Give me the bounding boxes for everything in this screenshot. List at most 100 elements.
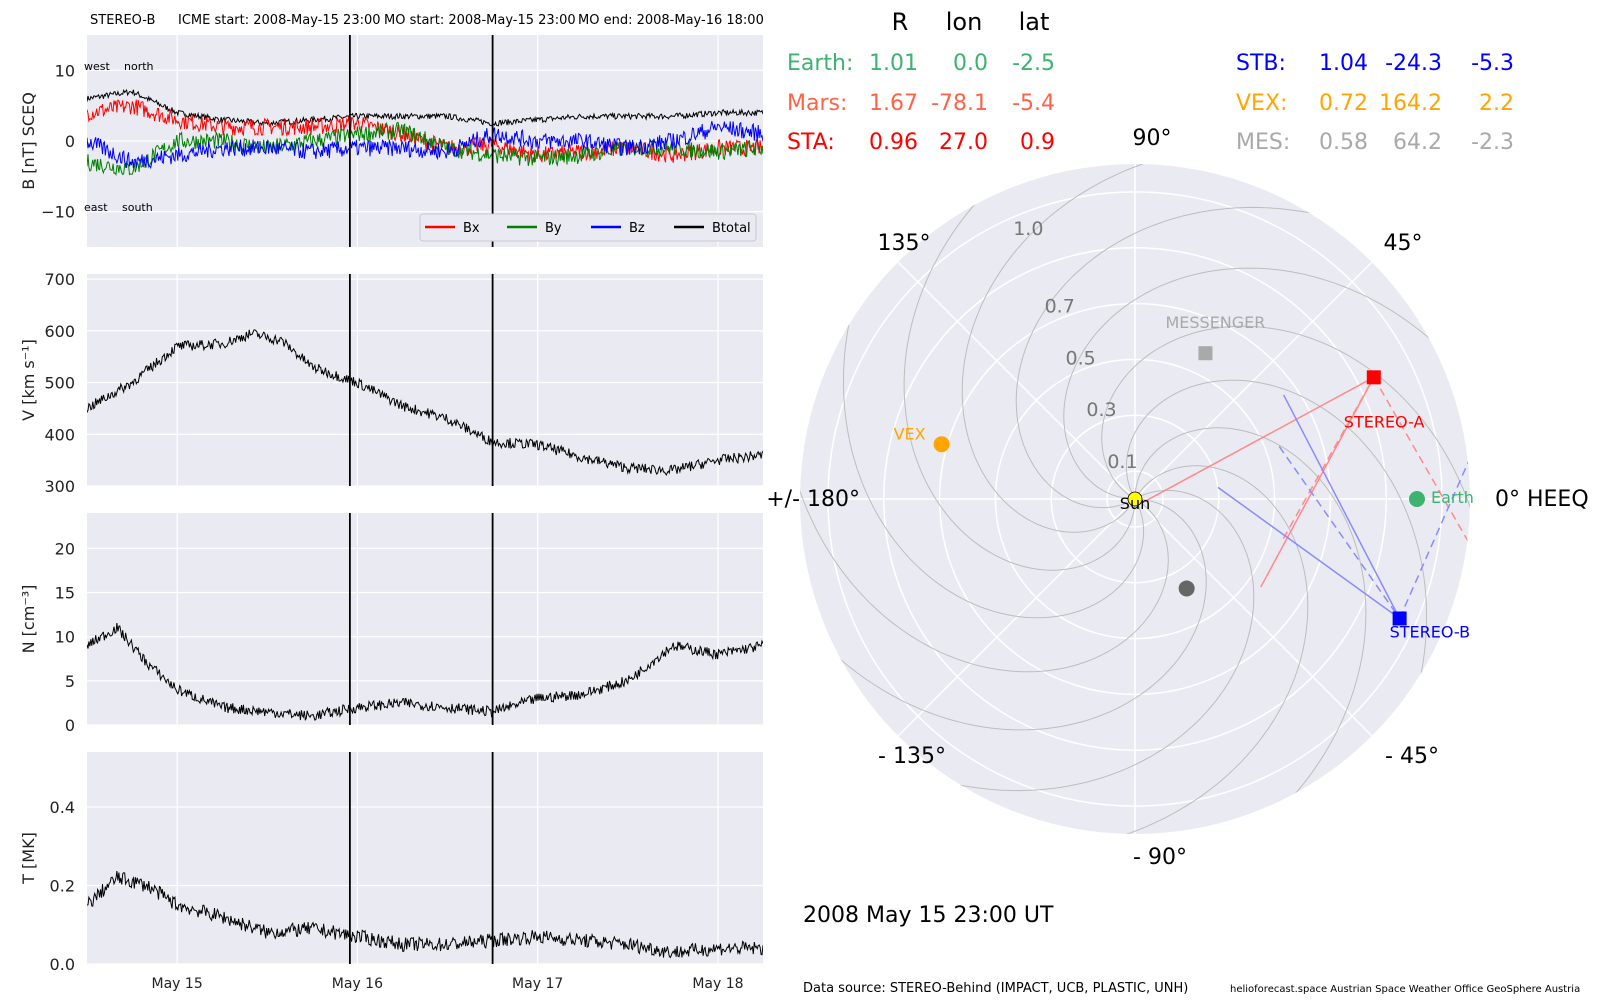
radial-tick-label: 0.1 bbox=[1107, 451, 1137, 473]
body-lon: -78.1 bbox=[931, 91, 988, 116]
cme-front-line bbox=[1398, 438, 1470, 619]
body-r: 1.67 bbox=[869, 91, 918, 116]
body-marker bbox=[1366, 370, 1381, 385]
timeseries-panels: 10 0 −10B [nT] SCEQ west north east south Bx By B… bbox=[19, 35, 763, 992]
parker-spiral bbox=[800, 465, 1309, 834]
table-header: lat bbox=[1019, 8, 1050, 36]
position-row: STA: 0.96 27.0 0.9 bbox=[787, 130, 1055, 155]
x-tick-label: May 16 bbox=[332, 976, 383, 992]
angle-label: - 135° bbox=[878, 744, 946, 769]
y-tick-label: 5 bbox=[65, 672, 75, 691]
body-label: VEX bbox=[894, 424, 926, 443]
y-axis-label: B [nT] SCEQ bbox=[19, 92, 38, 190]
radial-tick-label: 1.0 bbox=[1013, 218, 1043, 240]
y-tick-label: −10 bbox=[41, 203, 75, 222]
body-lat: -5.4 bbox=[1012, 91, 1055, 116]
radial-circle bbox=[1106, 470, 1164, 528]
panel-3: 20 15 10 5 0 N [cm⁻³] bbox=[19, 513, 763, 735]
angle-label: 135° bbox=[878, 231, 931, 256]
radial-gridline bbox=[897, 261, 1136, 500]
body-name: MES: bbox=[1236, 130, 1290, 155]
body-marker bbox=[1178, 580, 1195, 597]
parker-spiral bbox=[961, 164, 1470, 533]
series-line-data bbox=[87, 329, 763, 476]
angle-label: 90° bbox=[1133, 126, 1172, 151]
body-lat: -2.5 bbox=[1012, 51, 1055, 76]
parker-spiral bbox=[903, 164, 1284, 571]
table-header: R bbox=[892, 8, 909, 36]
annotation-north: north bbox=[124, 60, 154, 73]
body-label: STEREO-A bbox=[1344, 412, 1425, 431]
body-r: 0.58 bbox=[1319, 130, 1368, 155]
radial-tick-label: 0.7 bbox=[1045, 296, 1075, 318]
body-label: Earth bbox=[1431, 488, 1474, 507]
parker-spiral bbox=[800, 350, 1207, 731]
radial-tick-label: 0.5 bbox=[1066, 347, 1096, 369]
y-axis-label: N [cm⁻³] bbox=[19, 585, 38, 654]
body-marker bbox=[1178, 580, 1195, 597]
body-lat: -2.3 bbox=[1471, 130, 1514, 155]
annotation-east: east bbox=[84, 201, 108, 214]
body-r: 0.72 bbox=[1319, 91, 1368, 116]
body-lon: 0.0 bbox=[953, 51, 988, 76]
body-r: 0.96 bbox=[869, 130, 918, 155]
body-name: Mars: bbox=[787, 91, 847, 116]
body-stereo-a: STEREO-A bbox=[1344, 370, 1425, 431]
cme-front-line bbox=[1260, 376, 1375, 588]
body-earth: Earth bbox=[1408, 488, 1474, 507]
angle-label: +/- 180° bbox=[766, 487, 860, 512]
parker-spiral bbox=[800, 164, 1169, 673]
position-row: VEX: 0.72 164.2 2.2 bbox=[1236, 91, 1514, 116]
legend-entry: Btotal bbox=[712, 221, 751, 236]
angle-label: 45° bbox=[1384, 231, 1423, 256]
angle-label: 0° HEEQ bbox=[1495, 487, 1589, 512]
annotation-west: west bbox=[84, 60, 110, 73]
panel-background bbox=[87, 752, 763, 964]
position-row: STB: 1.04 -24.3 -5.3 bbox=[1236, 51, 1514, 76]
body-name: Earth: bbox=[787, 51, 853, 76]
angle-label: - 90° bbox=[1133, 845, 1187, 870]
cme-front-line bbox=[1217, 486, 1401, 620]
body-name: STB: bbox=[1236, 51, 1286, 76]
y-tick-label: 10 bbox=[55, 628, 75, 647]
angle-label: - 45° bbox=[1385, 744, 1439, 769]
body-lon: -24.3 bbox=[1385, 51, 1442, 76]
x-tick-label: May 17 bbox=[512, 976, 563, 992]
parker-spiral bbox=[1101, 325, 1470, 834]
body-label: MESSENGER bbox=[1165, 313, 1265, 332]
radial-circle bbox=[883, 247, 1387, 751]
position-row: MES: 0.58 64.2 -2.3 bbox=[1236, 130, 1514, 155]
legend-entry: Bx bbox=[463, 221, 480, 236]
polar-plot: Sun Earth STEREO-A STEREO-B VEX MESSENGER 0.1 0… bbox=[766, 126, 1589, 928]
y-tick-label: 0.0 bbox=[50, 955, 75, 974]
body-sun: Sun bbox=[1120, 491, 1150, 513]
body-r: 1.04 bbox=[1319, 51, 1368, 76]
body-name: STA: bbox=[787, 130, 835, 155]
y-tick-label: 600 bbox=[44, 322, 75, 341]
header-mo-start: MO start: 2008-May-15 23:00 bbox=[384, 13, 576, 28]
y-axis-label: T [MK] bbox=[19, 832, 38, 885]
footer-source: Data source: STEREO-Behind (IMPACT, UCB,… bbox=[803, 981, 1188, 996]
header-label: STEREO-B bbox=[90, 13, 155, 28]
y-tick-label: 0.2 bbox=[50, 876, 75, 895]
series-line-bz bbox=[87, 121, 763, 169]
parker-spiral bbox=[986, 427, 1367, 834]
y-tick-label: 500 bbox=[44, 374, 75, 393]
body-marker bbox=[1408, 491, 1425, 507]
legend-entry: By bbox=[545, 221, 562, 236]
body-lat: 0.9 bbox=[1020, 130, 1055, 155]
legend-entry: Bz bbox=[629, 221, 645, 236]
annotation-south: south bbox=[122, 201, 153, 214]
header: STEREO-B ICME start: 2008-May-15 23:00 M… bbox=[90, 13, 764, 28]
body-lat: -5.3 bbox=[1471, 51, 1514, 76]
panel-4: 0.4 0.2 0.0 T [MK] May 15 May 16 May 17 May 18 bbox=[19, 752, 763, 992]
series-line-btotal bbox=[87, 88, 763, 128]
radial-gridline bbox=[1134, 261, 1373, 500]
header-icme-start: ICME start: 2008-May-15 23:00 bbox=[178, 13, 381, 28]
y-tick-label: 0 bbox=[65, 132, 75, 151]
cme-front-line bbox=[1139, 376, 1375, 505]
series-line-data bbox=[87, 871, 763, 959]
panel-2: 700 600 500 400 300 V [km s⁻¹] bbox=[19, 270, 763, 496]
